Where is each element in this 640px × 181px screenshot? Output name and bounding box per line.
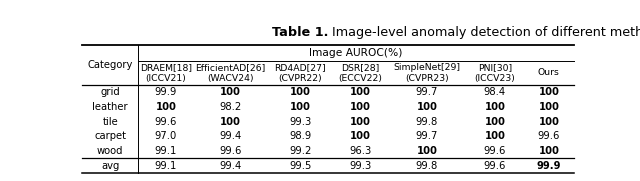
- Text: 100: 100: [538, 117, 559, 127]
- Text: 99.1: 99.1: [155, 161, 177, 171]
- Text: Image-level anomaly detection of different method: Image-level anomaly detection of differe…: [328, 26, 640, 39]
- Text: 98.9: 98.9: [289, 131, 311, 141]
- Text: 100: 100: [484, 102, 505, 112]
- Text: 99.5: 99.5: [289, 161, 312, 171]
- Text: 100: 100: [538, 102, 559, 112]
- Text: 100: 100: [350, 117, 371, 127]
- Text: 100: 100: [156, 102, 176, 112]
- Text: EfficientAD[26]
(WACV24): EfficientAD[26] (WACV24): [196, 63, 266, 83]
- Text: 99.4: 99.4: [220, 161, 242, 171]
- Text: DRAEM[18]
(ICCV21): DRAEM[18] (ICCV21): [140, 63, 192, 83]
- Text: carpet: carpet: [94, 131, 126, 141]
- Text: 98.4: 98.4: [484, 87, 506, 97]
- Text: 99.6: 99.6: [155, 117, 177, 127]
- Text: 100: 100: [350, 87, 371, 97]
- Text: RD4AD[27]
(CVPR22): RD4AD[27] (CVPR22): [275, 63, 326, 83]
- Text: Category: Category: [88, 60, 133, 70]
- Text: 99.6: 99.6: [220, 146, 242, 156]
- Text: DSR[28]
(ECCV22): DSR[28] (ECCV22): [339, 63, 382, 83]
- Text: 99.7: 99.7: [415, 87, 438, 97]
- Text: 99.3: 99.3: [349, 161, 372, 171]
- Text: 99.3: 99.3: [289, 117, 311, 127]
- Text: 100: 100: [484, 117, 505, 127]
- Text: 97.0: 97.0: [155, 131, 177, 141]
- Text: 100: 100: [538, 87, 559, 97]
- Text: 96.3: 96.3: [349, 146, 372, 156]
- Text: Table 1.: Table 1.: [271, 26, 328, 39]
- Text: 100: 100: [350, 131, 371, 141]
- Text: 100: 100: [417, 102, 437, 112]
- Text: PNI[30]
(ICCV23): PNI[30] (ICCV23): [474, 63, 515, 83]
- Text: Image AUROC(%): Image AUROC(%): [309, 48, 403, 58]
- Text: 99.1: 99.1: [155, 146, 177, 156]
- Text: avg: avg: [101, 161, 120, 171]
- Text: 99.4: 99.4: [220, 131, 242, 141]
- Text: 99.9: 99.9: [536, 161, 561, 171]
- Text: 100: 100: [220, 87, 241, 97]
- Text: 100: 100: [290, 102, 310, 112]
- Text: 99.2: 99.2: [289, 146, 312, 156]
- Text: 100: 100: [538, 146, 559, 156]
- Text: 99.6: 99.6: [538, 131, 560, 141]
- Text: 98.2: 98.2: [220, 102, 242, 112]
- Text: 100: 100: [417, 146, 437, 156]
- Text: 99.8: 99.8: [416, 117, 438, 127]
- Text: 100: 100: [350, 102, 371, 112]
- Text: 100: 100: [290, 87, 310, 97]
- Text: grid: grid: [100, 87, 120, 97]
- Text: SimpleNet[29]
(CVPR23): SimpleNet[29] (CVPR23): [394, 63, 460, 83]
- Text: leather: leather: [92, 102, 128, 112]
- Text: tile: tile: [102, 117, 118, 127]
- Text: wood: wood: [97, 146, 124, 156]
- Text: Ours: Ours: [538, 68, 560, 77]
- Text: 100: 100: [484, 131, 505, 141]
- Text: 99.9: 99.9: [155, 87, 177, 97]
- Text: 99.8: 99.8: [416, 161, 438, 171]
- Text: 99.6: 99.6: [484, 146, 506, 156]
- Text: 99.7: 99.7: [415, 131, 438, 141]
- Text: 100: 100: [220, 117, 241, 127]
- Text: 99.6: 99.6: [484, 161, 506, 171]
